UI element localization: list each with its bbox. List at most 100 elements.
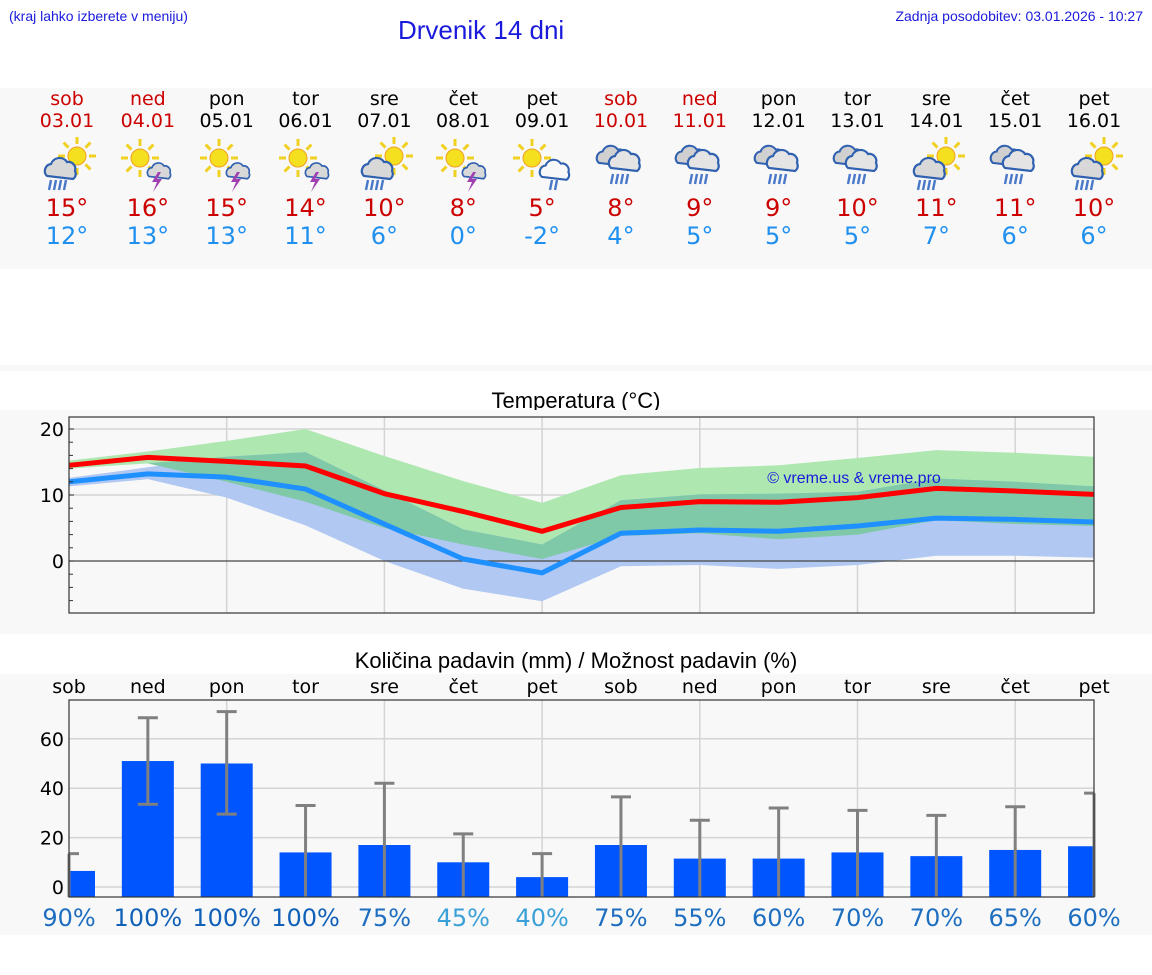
day-column: pet 09.01 5° -2° <box>502 88 582 250</box>
min-temp: 0° <box>449 222 477 250</box>
precipitation-chart: 0 20 40 60 sob ned pon tor sre čet pet sob ned pon tor… <box>40 676 1121 932</box>
precip-probability: 90% <box>42 904 95 932</box>
max-temp: 14° <box>284 194 327 222</box>
precip-probability: 70% <box>831 904 884 932</box>
precip-probability: 100% <box>192 904 261 932</box>
day-name: tor <box>292 88 319 110</box>
max-temp: 10° <box>836 194 879 222</box>
sun-cloud-thunder-icon <box>199 139 251 192</box>
daily-forecast: sob 03.01 15° 12° ned 04.01 16° 13° pon 05.01 15° 1… <box>0 88 1152 268</box>
day-label: sre <box>370 676 399 698</box>
min-temp: 13° <box>205 222 248 250</box>
precipitation-chart-title: Količina padavin (mm) / Možnost padavin … <box>354 648 798 673</box>
cloud-rain-icon <box>989 144 1036 185</box>
day-label: sob <box>604 676 638 698</box>
min-temp: 6° <box>370 222 399 250</box>
day-date: 16.01 <box>1066 110 1122 132</box>
day-date: 07.01 <box>357 110 412 132</box>
day-label: čet <box>1000 676 1030 698</box>
day-date: 06.01 <box>278 110 333 132</box>
day-name: čet <box>1000 88 1030 110</box>
max-temp: 10° <box>363 194 406 222</box>
day-name: sre <box>921 88 951 110</box>
min-temp: 6° <box>1001 222 1029 250</box>
sun-cloud-thunder-icon <box>120 139 172 192</box>
precip-probability: 65% <box>989 904 1042 932</box>
y-tick-label: 40 <box>40 778 64 800</box>
day-date: 03.01 <box>39 110 95 132</box>
day-label: sob <box>52 676 86 698</box>
min-temp: 11° <box>284 222 327 250</box>
max-temp: 5° <box>528 194 556 222</box>
sun-cloud-rain-icon <box>1070 137 1124 191</box>
precip-probability: 60% <box>752 904 805 932</box>
min-temp: 5° <box>843 222 872 250</box>
min-temp: -2° <box>524 222 561 250</box>
precip-probability: 75% <box>594 904 647 932</box>
min-temp: 5° <box>686 222 714 250</box>
day-label: tor <box>844 676 871 698</box>
max-temp: 8° <box>607 194 635 222</box>
watermark: © vreme.us & vreme.pro <box>767 470 941 487</box>
sun-cloud-thunder-icon <box>278 139 329 192</box>
day-name: tor <box>844 88 871 110</box>
min-temp: 5° <box>765 222 793 250</box>
day-column: čet 15.01 11° 6° <box>975 88 1055 250</box>
day-column: sob 03.01 15° 12° <box>27 88 107 250</box>
day-column: sre 07.01 10° 6° <box>344 88 424 250</box>
max-temp: 15° <box>45 194 89 222</box>
cloud-rain-icon <box>753 144 799 185</box>
max-temp: 9° <box>686 194 714 222</box>
day-column: sob 10.01 8° 4° <box>581 88 661 250</box>
day-date: 11.01 <box>672 110 727 132</box>
sun-cloud-rain-icon <box>43 137 96 191</box>
day-date: 08.01 <box>436 110 491 132</box>
precip-probability: 75% <box>358 904 411 932</box>
cloud-rain-icon <box>595 144 641 185</box>
precip-probability: 60% <box>1067 904 1120 932</box>
precip-bar <box>1068 846 1094 897</box>
precip-probability: 40% <box>515 904 568 932</box>
sun-cloud-rain-icon <box>913 137 966 191</box>
precip-probability: 100% <box>271 904 340 932</box>
day-column: tor 13.01 10° 5° <box>818 88 898 250</box>
max-temp: 11° <box>915 194 958 222</box>
day-column: sre 14.01 11° 7° <box>896 88 976 250</box>
day-column: pet 16.01 10° 6° <box>1054 88 1134 250</box>
day-column: ned 11.01 9° 5° <box>660 88 740 250</box>
y-tick-label: 0 <box>52 551 64 573</box>
day-date: 15.01 <box>987 110 1043 132</box>
separator <box>0 365 1152 371</box>
cloud-rain-icon <box>674 144 720 185</box>
precip-probability: 55% <box>673 904 726 932</box>
day-date: 04.01 <box>120 110 176 132</box>
day-name: sob <box>604 88 638 110</box>
day-date: 09.01 <box>514 110 570 132</box>
sun-cloud-thunder-icon <box>436 139 487 192</box>
y-tick-label: 20 <box>40 828 64 850</box>
location-hint: (kraj lahko izberete v meniju) <box>9 8 188 24</box>
max-temp: 8° <box>449 194 477 222</box>
page-title: Drvenik 14 dni <box>398 15 565 45</box>
day-name: pon <box>760 88 797 110</box>
last-updated: Zadnja posodobitev: 03.01.2026 - 10:27 <box>895 8 1143 24</box>
temperature-chart: 0 10 20 © vreme.us & vreme.pro <box>40 416 1095 614</box>
max-temp: 16° <box>126 194 170 222</box>
day-column: čet 08.01 8° 0° <box>423 88 503 250</box>
y-tick-label: 10 <box>40 485 64 507</box>
day-name: sob <box>50 88 84 110</box>
day-name: ned <box>681 88 718 110</box>
day-name: sre <box>369 88 399 110</box>
daily-forecast-band <box>0 88 1152 269</box>
day-label: čet <box>448 676 478 698</box>
day-column: pon 12.01 9° 5° <box>739 88 819 250</box>
y-tick-label: 0 <box>52 877 64 899</box>
min-temp: 6° <box>1080 222 1108 250</box>
min-temp: 4° <box>607 222 635 250</box>
day-label: pon <box>761 676 797 698</box>
precip-bar <box>69 870 95 897</box>
day-date: 12.01 <box>751 110 806 132</box>
min-temp: 13° <box>126 222 170 250</box>
day-column: pon 05.01 15° 13° <box>187 88 267 250</box>
temperature-chart-title: Temperatura (°C) <box>491 388 661 413</box>
